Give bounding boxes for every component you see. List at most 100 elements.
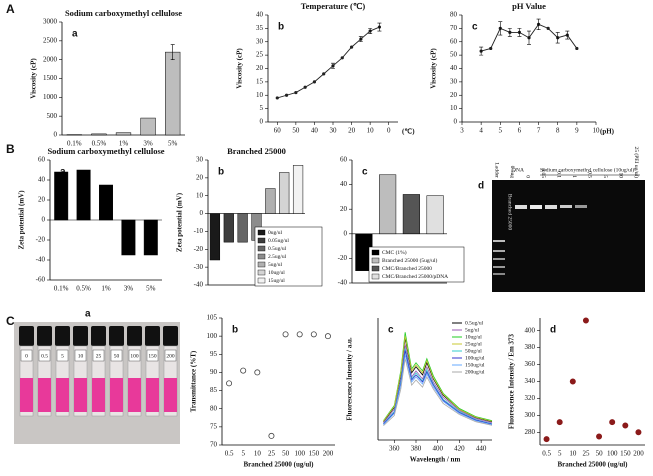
x-tick-label: 10 [367, 127, 375, 135]
legend-label: 5ug/ul [268, 262, 283, 268]
x-tick-label: 4 [479, 127, 483, 135]
gel-band [545, 205, 557, 209]
point [275, 96, 279, 100]
y-tick-label: 0 [454, 118, 458, 126]
chart-title: Branched 25000 [227, 146, 286, 156]
gel-band [530, 205, 542, 209]
point [226, 380, 233, 387]
y-tick-label: -60 [36, 276, 46, 284]
y-axis-label: Viscosity (cP) [236, 48, 244, 89]
y-tick-label: 1500 [43, 74, 58, 82]
gel-lane-label: 0 [525, 175, 531, 178]
y-tick-label: 90 [210, 368, 218, 376]
gel-top-label: Sodium carboxymethyl cellulose (10ug/ul) [540, 166, 634, 173]
x-tick-label: 360 [389, 445, 400, 453]
x-tick-label: 3 [460, 127, 464, 135]
x-tick-label: 150 [309, 450, 320, 458]
vial-liquid [56, 378, 69, 412]
y-tick-label: 80 [450, 11, 458, 19]
y-tick-label: 75 [210, 422, 218, 430]
x-tick-label: 420 [454, 445, 465, 453]
bar [54, 171, 69, 221]
y-tick-label: 40 [256, 11, 264, 19]
point [575, 46, 579, 51]
y-tick-label: 40 [340, 180, 348, 188]
y-tick-label: 70 [450, 24, 458, 32]
x-tick-label: 8 [556, 127, 560, 135]
legend-box [254, 226, 323, 287]
legend-label: 0.5ug/ul [465, 320, 484, 326]
legend-label: 2.5ug/ul [268, 254, 287, 260]
y-tick-label: -40 [36, 256, 46, 264]
error-bar [527, 30, 531, 45]
panel-label: a [72, 29, 78, 40]
x-tick-label: 440 [476, 445, 487, 453]
vial-label: 200 [166, 353, 175, 359]
gel-lane-label: 0.1 [556, 171, 562, 178]
vial-tag [56, 349, 69, 362]
vial-liquid [110, 378, 123, 412]
y-tick-label: 380 [525, 343, 536, 351]
vial-cap [145, 326, 160, 346]
vial-cap [73, 326, 88, 346]
y-tick-label: 500 [47, 112, 58, 120]
legend-swatch [257, 237, 266, 244]
gel-band [560, 205, 572, 208]
x-tick-label: 40 [311, 127, 319, 135]
point [322, 72, 326, 76]
x-tick-label: 200 [323, 450, 334, 458]
y-tick-label: 60 [38, 156, 46, 164]
x-tick-label: 25 [268, 450, 276, 458]
point [546, 26, 550, 30]
gel-lane-label: 0.5ug [509, 166, 515, 179]
point [284, 93, 289, 97]
gel-background [492, 180, 645, 292]
y-tick-label: -40 [338, 279, 348, 287]
y-tick-label: 30 [196, 156, 204, 164]
gel-lane-label: 0.05 [540, 168, 546, 178]
point [254, 369, 261, 376]
legend-label: CMC (1%) [382, 249, 407, 256]
point [635, 429, 642, 436]
y-tick-label: 70 [210, 441, 218, 449]
legend-label: CMC/Branched 25000 [382, 266, 432, 272]
bar [426, 195, 444, 235]
x-tick-label: 0.5 [542, 450, 551, 458]
gel-lane-label: 10 [618, 173, 624, 179]
vial-liquid [146, 378, 159, 412]
y-tick-label: 360 [525, 360, 536, 368]
point [268, 432, 275, 439]
chart-title: Sodium carboxymethyl cellulose [47, 146, 164, 156]
legend-box [368, 246, 465, 283]
x-tick-label: 0.1% [54, 285, 69, 293]
y-tick-label: 105 [207, 314, 218, 322]
error-bar [358, 36, 363, 43]
bar [223, 213, 234, 243]
vial-liquid [38, 378, 51, 412]
legend-swatch [371, 257, 380, 264]
point [303, 85, 307, 89]
gel-lane-label: 5 [602, 175, 608, 178]
x-tick-label: 5% [146, 285, 156, 293]
point [340, 56, 344, 60]
bar [402, 194, 420, 235]
y-tick-label: 40 [450, 64, 458, 72]
point [596, 433, 603, 440]
vial-liquid [74, 378, 87, 412]
x-tick-label: 380 [411, 445, 422, 453]
vial-cap [91, 326, 106, 346]
y-axis-label: Fluorescence Intensity / Em 373 [508, 333, 516, 429]
vial-liquid [128, 378, 141, 412]
y-tick-label: 340 [525, 377, 536, 385]
x-tick-label: 10 [593, 127, 601, 135]
gel-band [575, 205, 587, 208]
gel-band [493, 250, 505, 252]
gel-lane-label: 1 [571, 175, 577, 178]
vial-tag [92, 349, 105, 362]
legend-label: 15ug/ul [268, 278, 285, 284]
y-tick-label: 10 [196, 191, 204, 199]
point [324, 333, 331, 340]
x-tick-label: 0.5% [92, 140, 107, 148]
x-tick-label: 100 [294, 450, 305, 458]
gel-lane-label: 0.5 [587, 171, 593, 178]
